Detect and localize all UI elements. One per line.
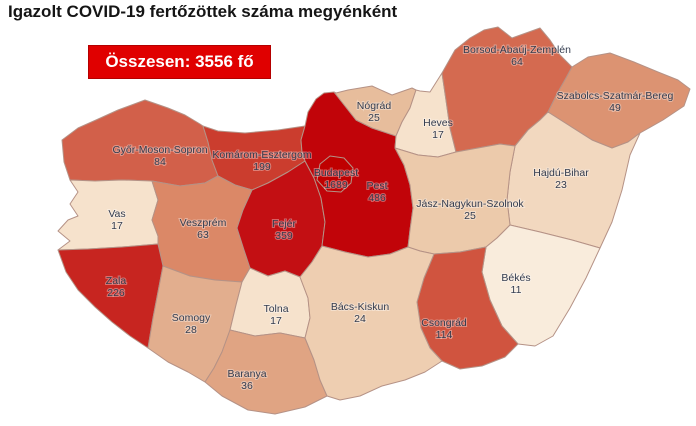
county-label-csongrad: Csongrád <box>421 317 467 329</box>
county-value-veszprem: 63 <box>197 229 209 241</box>
county-value-bacs: 24 <box>354 313 366 325</box>
county-value-vas: 17 <box>111 220 123 232</box>
county-value-baranya: 36 <box>241 380 253 392</box>
county-label-borsod: Borsod-Abaúj-Zemplén <box>463 44 571 56</box>
county-value-budapest: 1689 <box>324 179 348 191</box>
county-label-tolna: Tolna <box>263 303 288 315</box>
county-label-szabolcs: Szabolcs-Szatmár-Bereg <box>557 90 674 102</box>
county-label-jnsz: Jász-Nagykun-Szolnok <box>416 198 524 210</box>
county-value-borsod: 64 <box>511 56 523 68</box>
county-label-komarom: Komárom-Esztergom <box>212 149 311 161</box>
county-bacs <box>299 245 443 401</box>
county-label-heves: Heves <box>423 117 453 129</box>
county-value-bekes: 11 <box>511 284 522 296</box>
county-label-somogy: Somogy <box>172 312 211 324</box>
county-value-hajdu: 23 <box>555 179 567 191</box>
county-value-zala: 226 <box>107 287 125 299</box>
county-label-nograd: Nógrád <box>357 100 392 112</box>
county-value-jnsz: 25 <box>464 210 476 222</box>
county-value-komarom: 199 <box>253 161 271 173</box>
county-value-nograd: 25 <box>368 112 380 124</box>
county-label-gyms: Győr-Moson-Sopron <box>112 144 207 156</box>
county-value-somogy: 28 <box>185 324 197 336</box>
county-label-budapest: Budapest <box>314 167 358 179</box>
page-title: Igazolt COVID-19 fertőzöttek száma megyé… <box>8 2 398 21</box>
county-label-bekes: Békés <box>501 272 530 284</box>
county-szabolcs <box>547 52 691 149</box>
county-label-pest: Pest <box>366 180 387 192</box>
county-label-veszprem: Veszprém <box>180 217 227 229</box>
total-badge: Összesen: 3556 fő <box>88 45 271 79</box>
county-value-tolna: 17 <box>270 315 282 327</box>
county-label-hajdu: Hajdú-Bihar <box>533 167 589 179</box>
county-label-vas: Vas <box>108 208 125 220</box>
county-value-gyms: 84 <box>154 156 166 168</box>
county-value-szabolcs: 49 <box>609 102 621 114</box>
county-gyms <box>61 99 219 187</box>
county-value-pest: 486 <box>368 192 386 204</box>
county-budapest <box>316 155 354 193</box>
county-label-baranya: Baranya <box>227 368 266 380</box>
county-label-fejer: Fejér <box>272 218 296 230</box>
county-value-heves: 17 <box>432 129 444 141</box>
county-label-bacs: Bács-Kiskun <box>331 301 390 313</box>
county-value-fejer: 359 <box>275 230 293 242</box>
county-value-csongrad: 114 <box>436 329 453 341</box>
county-baranya <box>204 329 328 415</box>
county-label-zala: Zala <box>106 275 127 287</box>
